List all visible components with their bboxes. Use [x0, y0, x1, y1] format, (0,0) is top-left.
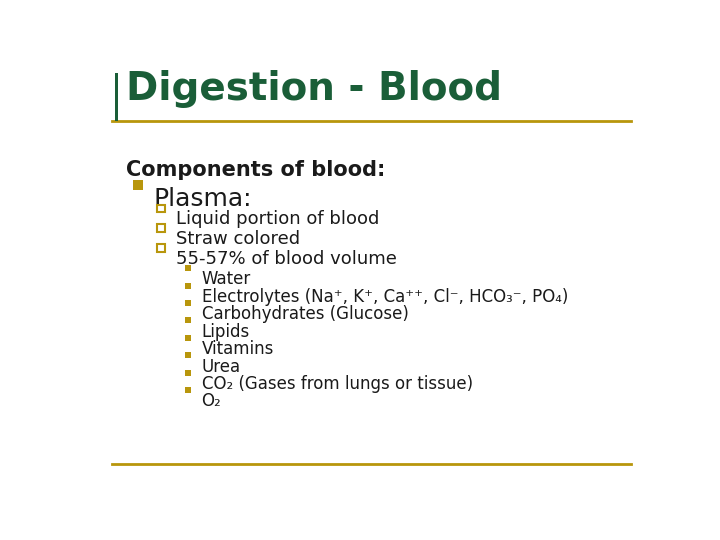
Text: Water: Water [202, 270, 251, 288]
Text: CO₂ (Gases from lungs or tissue): CO₂ (Gases from lungs or tissue) [202, 375, 473, 393]
Text: Liquid portion of blood: Liquid portion of blood [176, 210, 380, 228]
Text: Components of blood:: Components of blood: [126, 160, 386, 180]
Text: 55-57% of blood volume: 55-57% of blood volume [176, 250, 397, 268]
Bar [185, 353, 191, 359]
Text: Plasma:: Plasma: [153, 187, 251, 212]
Bar [133, 180, 143, 190]
Bar [185, 300, 191, 306]
Bar [157, 225, 165, 232]
Bar [185, 387, 191, 393]
Text: Urea: Urea [202, 357, 240, 375]
Bar [157, 205, 165, 212]
Bar [185, 265, 191, 271]
Text: Vitamins: Vitamins [202, 340, 274, 358]
Bar [157, 245, 165, 252]
Text: Digestion - Blood: Digestion - Blood [126, 70, 503, 109]
Text: Straw colored: Straw colored [176, 230, 301, 248]
Text: Lipids: Lipids [202, 322, 250, 341]
Text: O₂: O₂ [202, 393, 221, 410]
Bar [115, 73, 119, 121]
Text: Electrolytes (Na⁺, K⁺, Ca⁺⁺, Cl⁻, HCO₃⁻, PO₄): Electrolytes (Na⁺, K⁺, Ca⁺⁺, Cl⁻, HCO₃⁻,… [202, 288, 568, 306]
Bar [185, 335, 191, 341]
Bar [185, 318, 191, 323]
Bar [185, 370, 191, 376]
Text: Carbohydrates (Glucose): Carbohydrates (Glucose) [202, 305, 408, 323]
Bar [185, 282, 191, 288]
